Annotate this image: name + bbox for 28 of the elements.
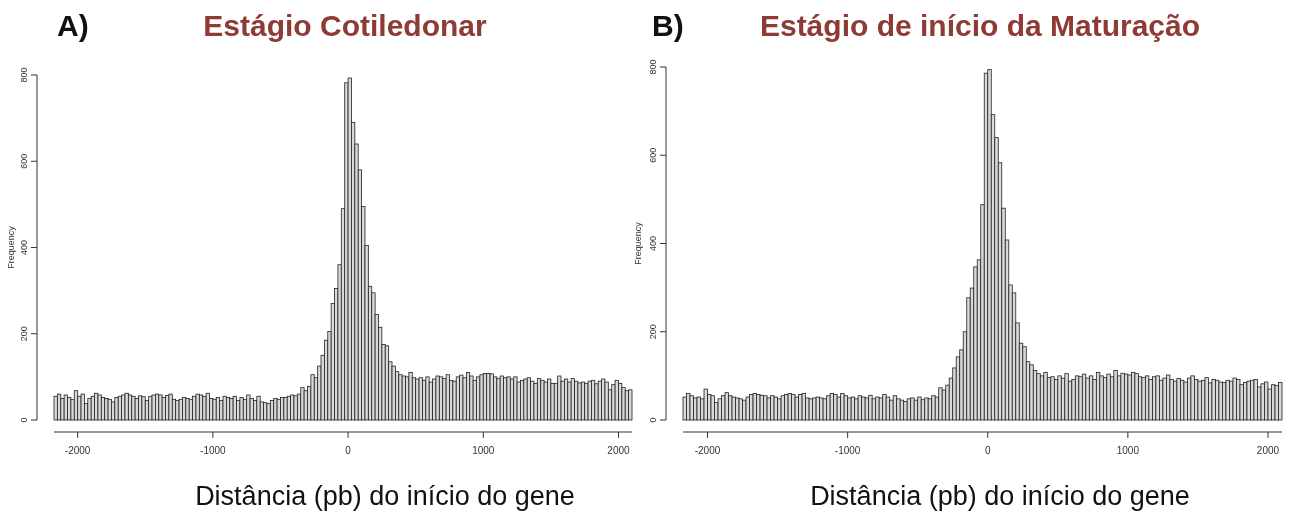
x-axis-title: Distância (pb) do início do gene xyxy=(810,481,1190,511)
x-tick-label: -2000 xyxy=(694,445,721,456)
y-tick-label: 0 xyxy=(648,417,658,423)
x-tick-label: 0 xyxy=(345,445,352,456)
x-tick-label: -1000 xyxy=(200,445,227,456)
y-tick-label: 400 xyxy=(19,239,29,256)
y-tick-label: 800 xyxy=(648,59,658,75)
text: A) xyxy=(57,9,89,42)
x-tick-label: 2000 xyxy=(607,445,631,456)
x-tick-label: 0 xyxy=(984,445,991,456)
y-tick-label: 600 xyxy=(19,153,29,169)
chart-title: Estágio Cotiledonar xyxy=(203,9,487,42)
text: B) xyxy=(652,9,684,42)
x-tick-label: -1000 xyxy=(834,445,861,456)
y-axis-title: Frequency xyxy=(6,225,16,269)
x-tick-label: 2000 xyxy=(1256,445,1280,456)
y-tick-label: 200 xyxy=(19,326,29,342)
x-tick-label: -2000 xyxy=(64,445,91,456)
x-axis-title: Distância (pb) do início do gene xyxy=(195,481,575,511)
x-tick-label: 1000 xyxy=(472,445,495,456)
y-tick-label: 800 xyxy=(19,67,29,83)
y-tick-label: 0 xyxy=(19,417,29,423)
y-tick-label: 200 xyxy=(648,324,658,340)
y-tick-label: 400 xyxy=(648,235,658,252)
y-tick-label: 600 xyxy=(648,147,658,163)
y-axis-title: Frequency xyxy=(633,221,643,265)
chart-title: Estágio de início da Maturação xyxy=(759,9,1201,42)
x-tick-label: 1000 xyxy=(1116,445,1140,456)
